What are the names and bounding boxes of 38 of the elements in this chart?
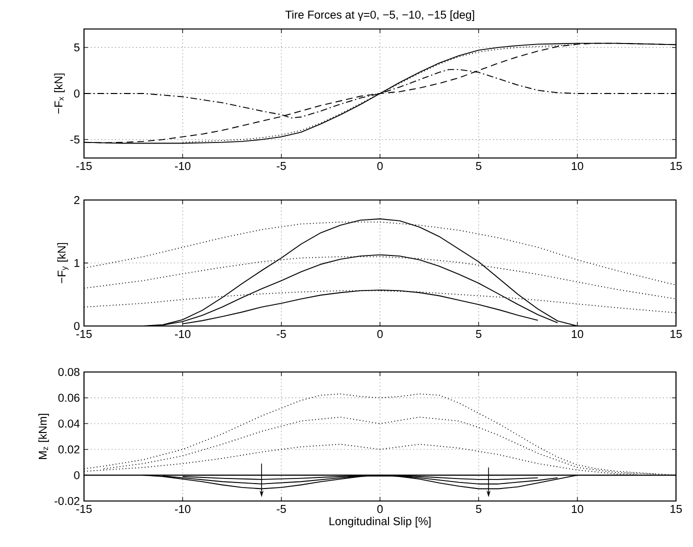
y-tick-label: 1 <box>74 259 80 267</box>
y-axis-title: M$_{z}$ [kNm] <box>38 414 49 459</box>
x-tick-label: -10 <box>174 330 190 338</box>
y-tick-label: 0 <box>74 471 80 480</box>
x-tick-label: 15 <box>670 505 682 513</box>
y-tick-label: 0.06 <box>58 394 80 402</box>
x-tick-label: 5 <box>476 330 482 338</box>
x-tick-label: 15 <box>670 330 682 338</box>
x-tick-label: -15 <box>76 330 92 338</box>
chart-title: Tire Forces at γ=0, −5, −10, −15 [deg] <box>285 10 474 21</box>
y-tick-label: 0.04 <box>58 420 80 428</box>
x-tick-label: 15 <box>670 162 682 170</box>
y-axis-title: −F$_{x}$ [kN] <box>54 74 65 114</box>
x-tick-label: 5 <box>476 505 482 513</box>
x-tick-label: 10 <box>572 505 584 514</box>
x-tick-label: 5 <box>476 162 482 170</box>
x-tick-label: -5 <box>276 330 286 338</box>
y-tick-label: -5 <box>70 136 80 144</box>
y-tick-label: -0.02 <box>54 496 80 506</box>
x-tick-label: -5 <box>276 505 286 513</box>
x-tick-label: 0 <box>377 162 383 170</box>
y-tick-label: 2 <box>74 196 80 204</box>
x-tick-label: -10 <box>174 505 190 514</box>
y-tick-label: 0.08 <box>58 368 80 376</box>
x-tick-label: -15 <box>76 162 92 170</box>
x-axis-title: Longitudinal Slip [%] <box>330 516 431 528</box>
x-tick-label: 10 <box>572 162 584 170</box>
x-tick-label: -5 <box>276 162 286 170</box>
x-tick-label: 0 <box>377 330 383 338</box>
y-axis-title: −F$_{y}$ [kN] <box>57 243 69 284</box>
y-tick-label: 0 <box>74 89 80 98</box>
x-tick-label: 10 <box>572 330 584 338</box>
y-tick-label: 0.02 <box>58 445 80 454</box>
y-tick-label: 5 <box>74 43 80 52</box>
x-tick-label: -10 <box>174 162 190 170</box>
x-tick-label: 0 <box>377 505 383 514</box>
x-tick-label: -15 <box>76 505 92 513</box>
y-tick-label: 0 <box>74 322 80 330</box>
